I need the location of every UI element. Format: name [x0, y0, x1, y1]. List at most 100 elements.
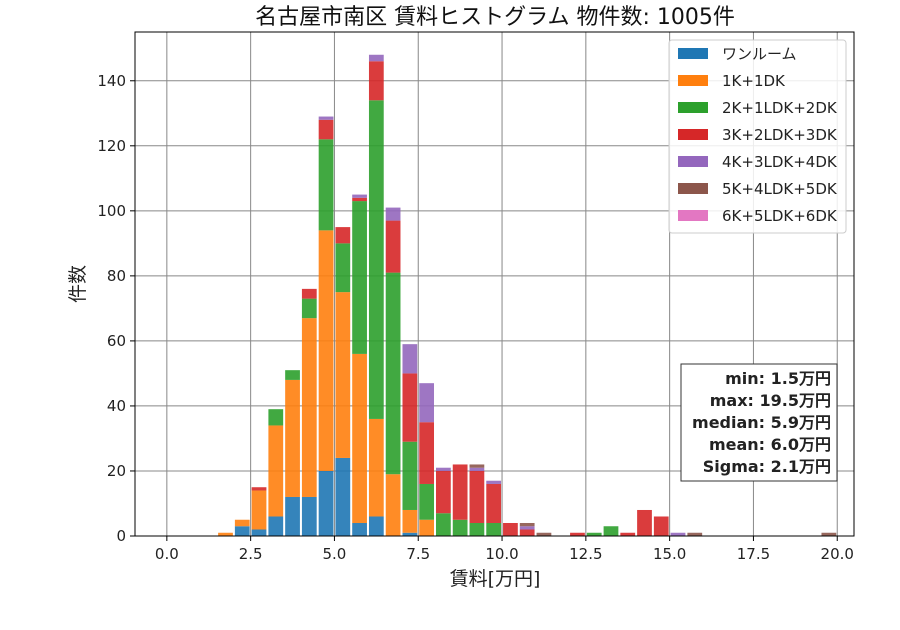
histogram-bar: [352, 201, 367, 354]
y-tick-label: 140: [97, 72, 126, 90]
y-tick-label: 60: [107, 332, 126, 350]
histogram-bar: [486, 522, 502, 536]
histogram-bar: [301, 318, 317, 497]
y-tick-label: 100: [97, 202, 126, 220]
stats-line: median: 5.9万円: [692, 413, 831, 432]
histogram-bar: [469, 470, 485, 523]
x-axis-label: 賃料[万円]: [450, 568, 541, 590]
histogram-bar: [385, 474, 401, 536]
histogram-bar: [486, 483, 502, 523]
histogram-bar: [436, 470, 451, 514]
histogram-bar: [368, 516, 384, 536]
histogram-bar: [268, 425, 284, 517]
histogram-bar: [318, 470, 334, 536]
legend: ワンルーム 1K+1DK 2K+1LDK+2DK 3K+2LDK+3DK 4K+3LDK…: [668, 39, 847, 234]
histogram-bar: [318, 230, 334, 471]
x-tick-label: 0.0: [155, 545, 179, 563]
x-tick-label: 5.0: [323, 545, 347, 563]
histogram-bar: [821, 532, 837, 536]
histogram-bar: [419, 422, 435, 484]
histogram-bar: [285, 370, 300, 380]
histogram-bar: [637, 509, 652, 536]
histogram-bar: [570, 532, 585, 536]
histogram-bar: [352, 194, 367, 198]
histogram-bar: [251, 529, 267, 536]
histogram-bar: [385, 220, 401, 273]
legend-label: 2K+1LDK+2DK: [722, 99, 838, 117]
y-tick-label: 120: [97, 137, 126, 155]
y-tick-label: 40: [107, 397, 126, 415]
histogram-bar: [620, 532, 636, 536]
histogram-bar: [234, 519, 250, 527]
histogram-bar: [301, 496, 317, 536]
x-axis-ticks: 0.0 2.5 5.0 7.5 10.0 12.5 15.0 17.5 20.0: [155, 536, 854, 563]
histogram-bar: [402, 373, 418, 442]
legend-label: 5K+4LDK+5DK: [722, 180, 838, 198]
histogram-bar: [519, 522, 535, 527]
histogram-bar: [385, 207, 401, 221]
histogram-bar: [436, 513, 451, 536]
histogram-bar: [251, 487, 267, 491]
stats-line: Sigma: 2.1万円: [703, 457, 831, 476]
legend-swatch: [678, 75, 708, 86]
histogram-bar: [335, 243, 351, 293]
histogram-bar: [352, 197, 367, 202]
chart-title: 名古屋市南区 賃料ヒストグラム 物件数: 1005件: [255, 5, 735, 30]
legend-swatch: [678, 183, 708, 194]
legend-label: 3K+2LDK+3DK: [722, 126, 838, 144]
histogram-bar: [368, 418, 384, 517]
histogram-bar: [469, 464, 485, 468]
histogram-bar: [368, 100, 384, 419]
histogram-bar: [419, 519, 435, 536]
histogram-bar: [335, 292, 351, 458]
histogram-bar: [653, 516, 669, 536]
histogram-bar: [603, 526, 619, 536]
stats-box: min: 1.5万円 max: 19.5万円 median: 5.9万円 mean: …: [680, 363, 838, 482]
histogram-bar: [469, 467, 485, 471]
x-tick-label: 15.0: [653, 545, 686, 563]
stats-line: max: 19.5万円: [710, 391, 831, 410]
x-tick-label: 20.0: [821, 545, 854, 563]
y-tick-label: 20: [107, 462, 126, 480]
histogram-bar: [318, 119, 334, 140]
histogram-bar: [687, 532, 703, 536]
legend-swatch: [678, 102, 708, 113]
histogram-bar: [268, 409, 284, 426]
legend-label: 6K+5LDK+6DK: [722, 207, 838, 225]
histogram-bar: [285, 379, 300, 497]
stats-line: mean: 6.0万円: [709, 435, 831, 454]
histogram-bar: [586, 532, 602, 536]
legend-swatch: [678, 48, 708, 59]
histogram-bar: [318, 116, 334, 120]
x-tick-label: 2.5: [239, 545, 263, 563]
histogram-bar: [218, 532, 233, 536]
x-tick-label: 7.5: [406, 545, 430, 563]
legend-frame: [668, 39, 847, 234]
histogram-bar: [352, 522, 367, 536]
legend-label: 1K+1DK: [722, 72, 786, 90]
histogram-bar: [519, 529, 535, 536]
histogram-bar: [503, 522, 518, 536]
histogram-bar: [402, 441, 418, 510]
legend-swatch: [678, 210, 708, 221]
y-tick-label: 0: [116, 527, 126, 545]
x-tick-label: 17.5: [737, 545, 770, 563]
histogram-bar: [402, 509, 418, 533]
histogram-bar: [285, 496, 300, 536]
histogram-bar: [335, 227, 351, 244]
histogram-bar: [268, 516, 284, 536]
y-tick-label: 80: [107, 267, 126, 285]
bars: [218, 54, 837, 536]
histogram-bar: [402, 532, 418, 536]
histogram-bar: [251, 490, 267, 530]
histogram-bar: [452, 464, 468, 520]
y-axis-label: 件数: [67, 265, 89, 303]
histogram-bar: [335, 457, 351, 536]
histogram-bar: [536, 532, 552, 536]
y-axis-ticks: 0 20 40 60 80 100 120 140: [97, 72, 135, 545]
stats-frame: [680, 363, 838, 482]
histogram-bar: [402, 344, 418, 374]
plot-frame: [134, 31, 855, 537]
histogram-bar: [234, 526, 250, 536]
